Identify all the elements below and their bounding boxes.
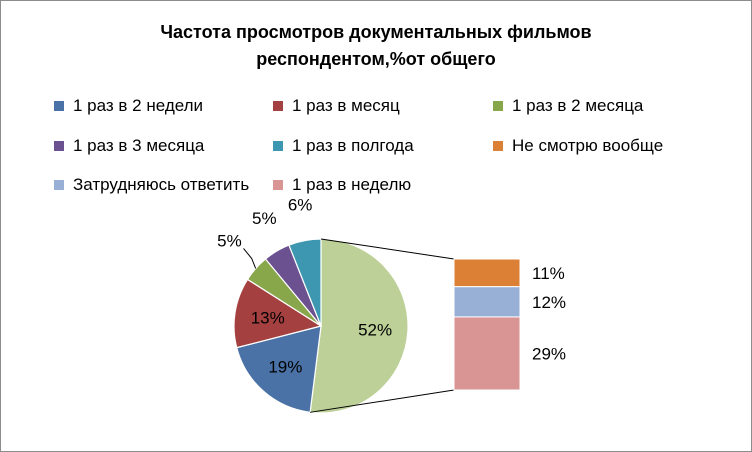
legend-item-7: Затрудняюсь ответить	[54, 175, 249, 195]
connector-line-bottom	[310, 389, 455, 413]
legend-swatch	[273, 141, 283, 151]
legend-label: 1 раз в 2 недели	[73, 96, 204, 115]
pie-data-label: 5%	[217, 231, 242, 250]
pie	[233, 238, 409, 414]
legend-swatch	[273, 180, 283, 190]
legend-item-4: 1 раз в 3 месяца	[54, 136, 204, 156]
legend-item-5: 1 раз в полгода	[273, 136, 414, 156]
breakout-bar: 11% 12% 29%	[453, 258, 566, 391]
pie-data-label: 6%	[288, 196, 313, 215]
pie-data-label: 13%	[251, 309, 285, 328]
legend-label: 1 раз в 2 месяца	[512, 96, 644, 115]
legend-label: 1 раз в месяц	[292, 96, 400, 115]
legend-item-2: 1 раз в месяц	[273, 96, 400, 116]
legend-label: 1 раз в неделю	[292, 175, 412, 194]
connector-line-top	[320, 238, 455, 260]
legend-swatch	[54, 101, 64, 111]
legend-swatch	[54, 141, 64, 151]
legend-label: Не смотрю вообще	[512, 136, 664, 155]
legend-label: 1 раз в полгода	[292, 136, 414, 155]
leader-line	[243, 248, 257, 269]
bar-data-label: 12%	[532, 293, 566, 312]
bar-data-label: 11%	[532, 264, 565, 283]
bar-segment-не-смотрю-вообще	[453, 258, 521, 288]
legend-swatch	[493, 141, 503, 151]
bar-segment-затрудняюсь-ответить	[453, 286, 521, 318]
legend-label: Затрудняюсь ответить	[73, 175, 250, 194]
legend-label: 1 раз в 3 месяца	[73, 136, 205, 155]
pie-data-label: 5%	[252, 209, 277, 228]
pie-slice-1-раз-в-2-недели	[235, 325, 322, 413]
legend-item-8: 1 раз в неделю	[273, 175, 411, 195]
bar-data-label: 29%	[532, 344, 566, 363]
pie-data-label: 19%	[268, 357, 302, 376]
pie-data-label-other: 52%	[358, 320, 392, 339]
bar-segment-1-раз-в-неделю	[453, 316, 521, 391]
chart-title-line-2: респондентом,%от общего	[256, 49, 496, 69]
pie-slice-1-раз-в-полгода	[288, 238, 322, 327]
legend-swatch	[493, 101, 503, 111]
chart-title-line-1: Частота просмотров документальных фильмо…	[160, 22, 592, 42]
pie-data-labels: 52% 19% 13% 5% 5% 6%	[217, 196, 392, 377]
pie-slice-other	[309, 238, 409, 414]
chart-title: Частота просмотров документальных фильмо…	[1, 19, 751, 73]
legend-item-1: 1 раз в 2 недели	[54, 96, 203, 116]
legend-item-6: Не смотрю вообще	[493, 136, 663, 156]
legend-swatch	[273, 101, 283, 111]
pie-slice-1-раз-в-месяц	[233, 278, 323, 349]
legend-swatch	[54, 180, 64, 190]
legend-item-3: 1 раз в 2 месяца	[493, 96, 643, 116]
